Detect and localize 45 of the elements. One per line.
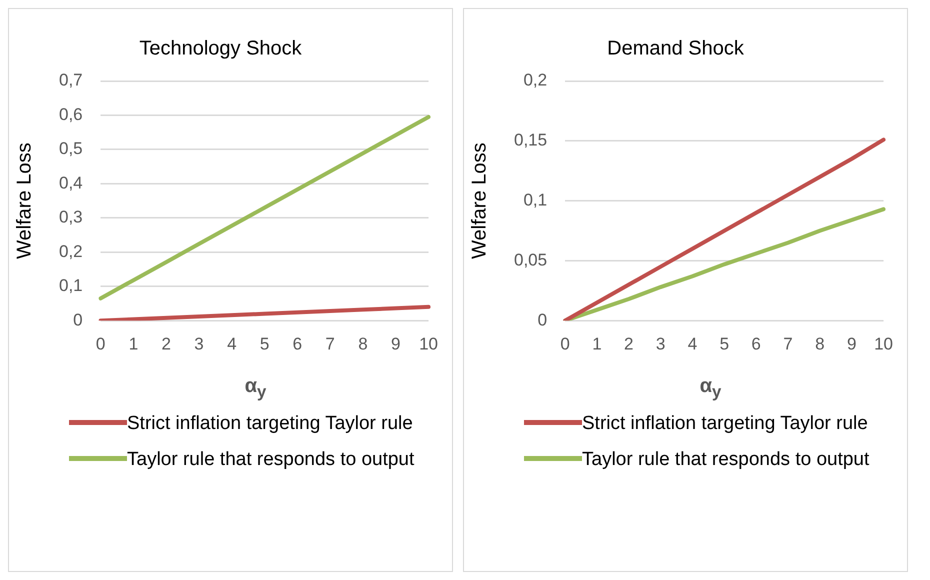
y-tick-label: 0,5 — [58, 139, 83, 158]
x-tick-label: 8 — [358, 334, 368, 354]
x-tick-label: 9 — [391, 334, 400, 354]
y-tick-label: 0,3 — [58, 208, 83, 227]
x-tick-label: 2 — [624, 334, 634, 354]
x-tick-label: 7 — [783, 334, 793, 354]
y-tick-label: 0,1 — [523, 190, 548, 210]
y-tick-label: 0,05 — [514, 250, 548, 270]
x-tick-label: 4 — [688, 334, 698, 354]
y-tick-label: 0,1 — [58, 276, 83, 296]
x-axis-title: α$_{y}$ — [244, 374, 268, 402]
x-tick-label: 0 — [560, 334, 570, 354]
x-tick-label: 4 — [227, 334, 237, 354]
y-tick-label: 0 — [538, 310, 548, 330]
y-tick-label: 0,7 — [58, 70, 83, 90]
y-axis-title: Welfare Loss — [14, 142, 36, 259]
y-tick-label: 0,4 — [58, 173, 83, 192]
x-tick-label: 3 — [194, 334, 204, 354]
y-tick-label: 0,2 — [58, 242, 83, 261]
x-tick-label: 0 — [96, 334, 106, 354]
legend-label: Strict inflation targeting Taylor rule — [127, 412, 413, 436]
x-tick-label: 1 — [128, 334, 138, 354]
y-tick-label: 0,2 — [523, 70, 548, 90]
y-tick-label: 0,15 — [514, 130, 548, 150]
x-tick-label: 6 — [751, 334, 761, 354]
x-tick-label: 10 — [874, 334, 894, 354]
x-tick-label: 1 — [592, 334, 602, 354]
legend-label: Taylor rule that responds to output — [127, 448, 414, 472]
x-tick-label: 3 — [656, 334, 666, 354]
legend-label: Strict inflation targeting Taylor rule — [582, 412, 868, 436]
y-axis-title: Welfare Loss — [468, 142, 491, 259]
chart-title: Technology Shock — [139, 38, 303, 60]
legend-label: Taylor rule that responds to output — [582, 448, 870, 472]
y-tick-label: 0,6 — [58, 104, 83, 124]
x-tick-label: 5 — [260, 334, 270, 354]
x-tick-label: 2 — [161, 334, 171, 354]
x-tick-label: 7 — [325, 334, 335, 354]
chart-title: Demand Shock — [607, 38, 745, 60]
x-tick-label: 8 — [815, 334, 825, 354]
y-tick-label: 0 — [73, 310, 83, 330]
x-tick-label: 5 — [720, 334, 730, 354]
x-axis-title: α$_{y}$ — [698, 374, 722, 402]
x-tick-label: 10 — [419, 334, 438, 354]
x-tick-label: 6 — [292, 334, 302, 354]
x-tick-label: 9 — [846, 334, 856, 354]
